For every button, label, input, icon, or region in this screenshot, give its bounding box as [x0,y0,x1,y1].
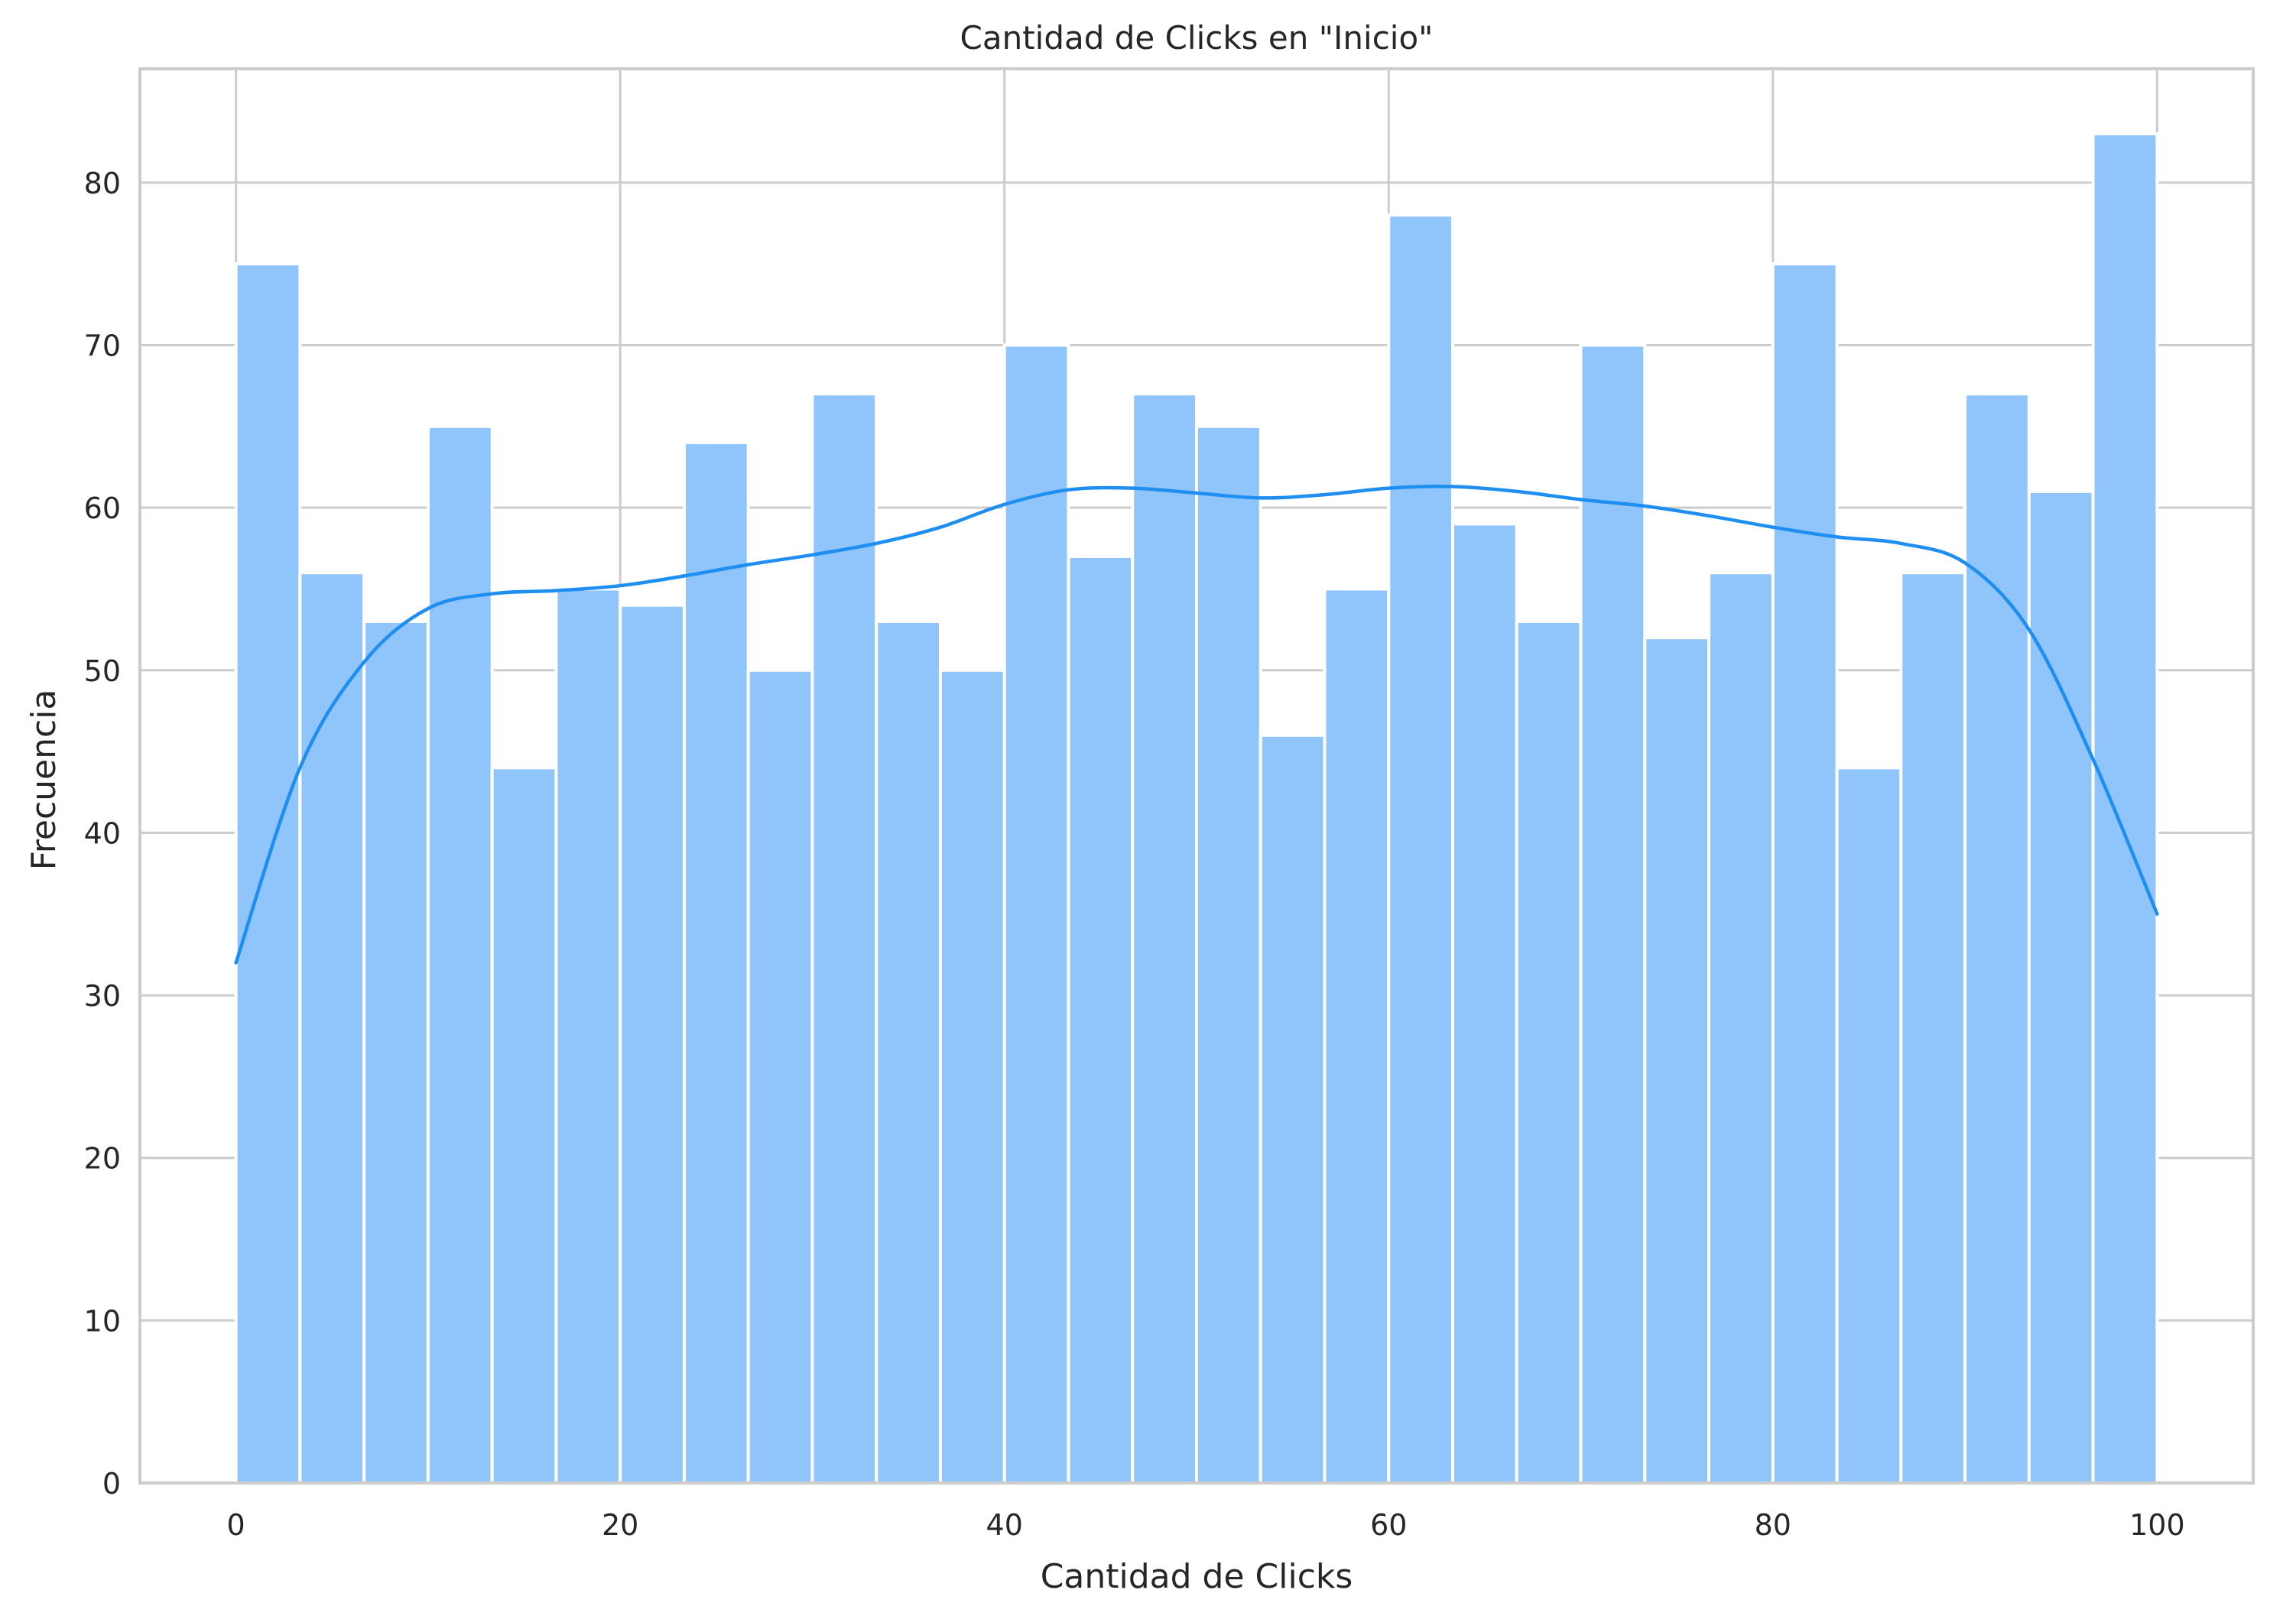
chart-title: Cantidad de Clicks en "Inicio" [960,19,1434,57]
histogram-bar-11 [938,668,1006,1485]
y-tick-label: 20 [84,1142,121,1176]
histogram-bar-14 [1131,392,1199,1485]
y-tick-label: 50 [84,654,121,688]
histogram-bar-29 [2091,132,2159,1485]
x-axis-label: Cantidad de Clicks [1041,1557,1353,1596]
histogram-bar-19 [1451,522,1518,1485]
x-tick-label: 100 [2129,1508,2185,1542]
y-axis-label: Frecuencia [24,690,63,871]
y-tick-label: 80 [84,167,121,200]
x-tick-label: 40 [986,1508,1023,1542]
histogram-bar-13 [1067,554,1135,1485]
histogram-bar-27 [1963,392,2031,1485]
histogram-bar-20 [1515,619,1583,1485]
histogram-bars [234,132,2159,1485]
histogram-bar-2 [362,619,430,1485]
y-tick-label: 10 [84,1304,121,1338]
histogram-bar-15 [1195,424,1262,1485]
histogram-bar-16 [1258,733,1327,1485]
y-tick-label: 40 [84,816,121,850]
histogram-bar-1 [298,571,366,1485]
histogram-bar-12 [1002,343,1070,1485]
y-tick-label: 0 [102,1467,121,1501]
x-tick-label: 0 [227,1508,245,1542]
histogram-bar-6 [619,603,686,1485]
histogram-bar-7 [682,441,750,1485]
x-tick-label: 20 [602,1508,638,1542]
histogram-bar-28 [2027,489,2095,1485]
plot-frame [138,67,2255,1485]
y-tick-label: 30 [84,979,121,1013]
histogram-bar-18 [1387,213,1455,1485]
histogram-bar-25 [1835,766,1903,1485]
histogram-bar-21 [1579,343,1647,1485]
x-tick-label: 60 [1370,1508,1407,1542]
histogram-bar-8 [746,668,814,1485]
axis-ticks: 0 10 20 30 40 50 60 70 80 0 20 40 60 80 100 [84,167,2185,1542]
histogram-bar-5 [554,587,622,1485]
histogram-bar-0 [234,262,302,1485]
y-tick-label: 60 [84,492,121,525]
histogram-bar-24 [1771,262,1839,1485]
histogram-bar-9 [810,392,878,1485]
histogram-bar-17 [1323,587,1391,1485]
histogram-bar-10 [875,619,942,1485]
histogram-bar-4 [490,766,558,1485]
histogram-bar-26 [1899,571,1967,1485]
histogram-bar-3 [426,424,494,1485]
histogram-bar-23 [1707,571,1775,1485]
kde-curve [234,485,2159,965]
y-tick-label: 70 [84,329,121,362]
histogram-bar-22 [1643,636,1711,1485]
x-tick-label: 80 [1755,1508,1791,1542]
